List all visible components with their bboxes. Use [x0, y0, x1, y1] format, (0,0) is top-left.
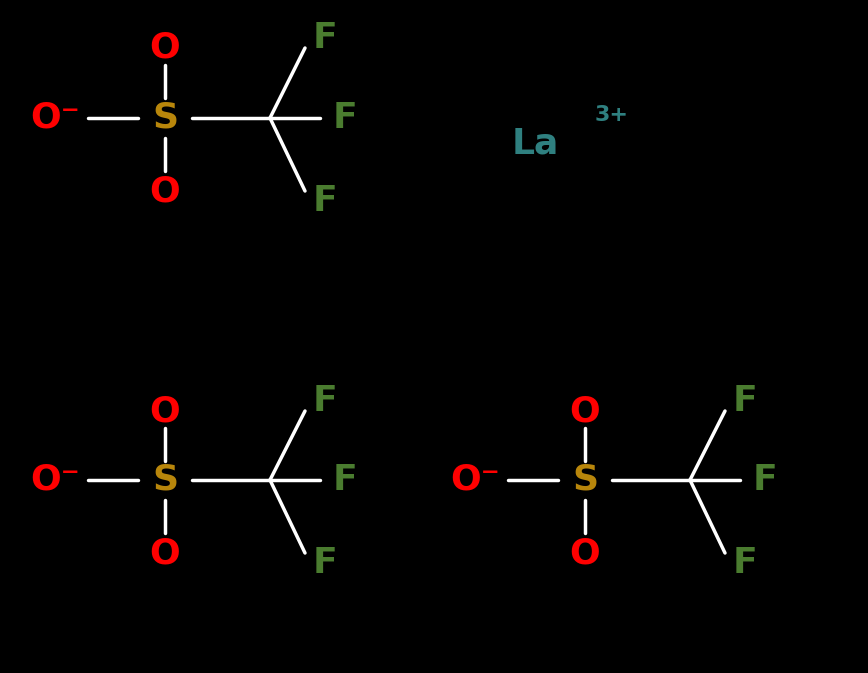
Text: O⁻: O⁻: [450, 463, 500, 497]
Text: F: F: [312, 21, 338, 55]
Text: La: La: [511, 126, 559, 160]
Text: F: F: [312, 184, 338, 218]
Text: F: F: [733, 384, 758, 418]
Text: S: S: [152, 463, 178, 497]
Text: 3+: 3+: [595, 105, 629, 125]
Text: O: O: [569, 394, 601, 428]
Text: F: F: [312, 546, 338, 580]
Text: O: O: [569, 536, 601, 570]
Text: O⁻: O⁻: [30, 101, 80, 135]
Text: F: F: [312, 384, 338, 418]
Text: F: F: [733, 546, 758, 580]
Text: F: F: [332, 463, 358, 497]
Text: S: S: [572, 463, 598, 497]
Text: O⁻: O⁻: [30, 463, 80, 497]
Text: F: F: [753, 463, 778, 497]
Text: S: S: [152, 101, 178, 135]
Text: O: O: [149, 536, 181, 570]
Text: O: O: [149, 31, 181, 65]
Text: F: F: [332, 101, 358, 135]
Text: O: O: [149, 174, 181, 208]
Text: O: O: [149, 394, 181, 428]
